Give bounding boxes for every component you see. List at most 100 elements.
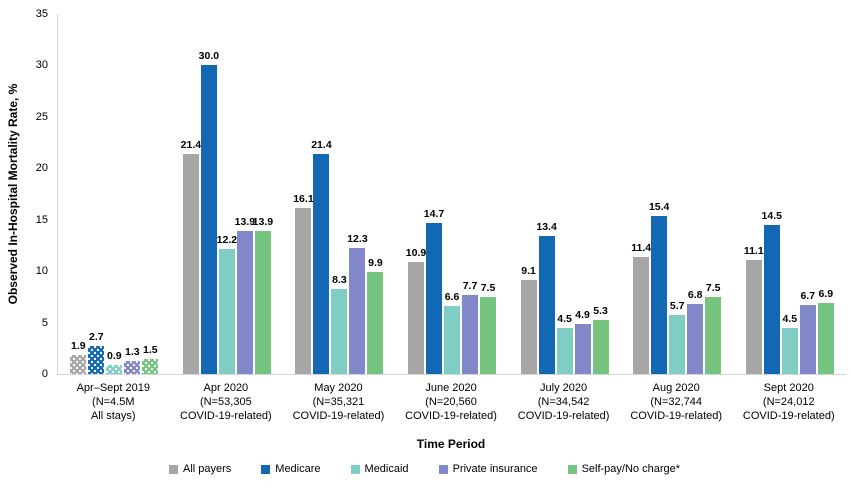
legend-label: Self-pay/No charge*: [581, 463, 681, 475]
bar-value-label: 6.9: [818, 288, 834, 300]
bar-value-label: 4.5: [557, 312, 572, 325]
legend-swatch-icon: [567, 464, 577, 474]
bar: 21.4: [311, 139, 332, 374]
bar-value-label: 0.9: [106, 349, 122, 362]
bar-value-label: 9.9: [368, 257, 383, 270]
bar: 6.7: [799, 290, 816, 374]
x-category-label: May 2020 (N=35,321 COVID-19-related): [292, 382, 385, 422]
bar: 14.5: [762, 210, 782, 374]
bar: 14.7: [424, 208, 444, 374]
bar-value-label: 4.5: [782, 312, 798, 325]
x-axis-title: Time Period: [416, 437, 486, 451]
bar: 1.9: [70, 340, 87, 374]
bar-group: 11.4 15.4 5.7 6.8 7.5: [621, 14, 734, 374]
bar: 7.7: [462, 280, 479, 374]
bar: 15.4: [649, 201, 669, 374]
legend-item: Medicare: [261, 463, 321, 475]
bar-value-label: 1.9: [70, 339, 86, 352]
bar-value-label: 13.9: [234, 216, 256, 228]
bar-value-label: 6.6: [444, 291, 460, 304]
bar: 21.4: [181, 139, 201, 374]
bar: 1.3: [124, 346, 141, 374]
bar-group: 9.1 13.4 4.5 4.9 5.3: [508, 14, 621, 374]
legend-label: Medicare: [275, 463, 321, 475]
bar-group: 16.1 21.4 8.3 12.3 9.9: [283, 14, 396, 374]
bar: 11.4: [631, 242, 651, 374]
legend: All payers Medicare Medicaid Private insura…: [0, 463, 849, 475]
bar-group: 21.4 30.0 12.2 13.9 13.9: [171, 14, 284, 374]
legend-swatch-icon: [350, 464, 360, 474]
bar-value-label: 1.5: [142, 343, 158, 356]
bar-value-label: 7.5: [480, 281, 496, 294]
y-tick-label: 5: [41, 316, 48, 329]
bar: 9.1: [520, 265, 537, 374]
legend-item: All payers: [168, 463, 232, 475]
bar-value-label: 5.7: [669, 300, 685, 313]
bar-value-label: 4.9: [575, 308, 590, 321]
bar-value-label: 1.3: [124, 345, 140, 358]
bar: 6.6: [444, 291, 461, 374]
bar-value-label: 12.2: [216, 233, 238, 246]
x-category-label: Apr–Sept 2019 (N=4.5M All stays): [76, 382, 150, 422]
bar-group: 11.1 14.5 4.5 6.7 6.9: [733, 14, 846, 374]
legend-item: Medicaid: [350, 463, 409, 475]
bar: 0.9: [106, 350, 123, 374]
bar-value-label: 10.9: [405, 246, 427, 259]
bar-value-label: 15.4: [648, 200, 670, 213]
bar-group: 1.9 2.7 0.9 1.3 1.5: [58, 14, 171, 374]
y-tick-label: 0: [41, 368, 48, 380]
legend-label: Medicaid: [364, 463, 409, 475]
bar: 7.5: [480, 282, 497, 374]
bar: 8.3: [331, 274, 348, 374]
y-tick-label: 20: [35, 162, 48, 175]
bar: 5.7: [669, 300, 686, 374]
bar: 5.3: [592, 305, 609, 374]
bar-value-label: 14.7: [423, 207, 445, 220]
bar-value-label: 21.4: [311, 138, 332, 151]
bar: 4.5: [556, 313, 573, 374]
bar: 11.1: [744, 245, 764, 374]
bar: 12.2: [217, 234, 237, 374]
bar: 1.5: [142, 344, 159, 374]
bar: 13.9: [253, 216, 273, 374]
y-tick-label: 35: [35, 8, 48, 20]
bar-value-label: 2.7: [88, 331, 104, 344]
bar-value-label: 5.3: [593, 304, 608, 317]
bar: 9.9: [367, 257, 384, 374]
bar: 12.3: [347, 233, 368, 374]
legend-swatch-icon: [438, 464, 448, 474]
bar-value-label: 7.7: [462, 279, 478, 292]
bar-value-label: 12.3: [347, 232, 368, 245]
plot-area: 1.9 2.7 0.9 1.3 1.5 21.4 30.0 12.2 13.9 13.9 16.1 2…: [57, 14, 846, 375]
bar: 16.1: [293, 193, 314, 374]
x-category-label: Sept 2020 (N=24,012 COVID-19-related): [742, 382, 835, 422]
y-tick-label: 30: [35, 59, 48, 72]
bar: 4.9: [574, 309, 591, 374]
bar-group: 10.9 14.7 6.6 7.7 7.5: [396, 14, 509, 374]
bar: 7.5: [705, 282, 722, 374]
bar-value-label: 11.1: [743, 244, 764, 257]
y-tick-label: 15: [35, 213, 48, 226]
bar-value-label: 14.5: [761, 209, 782, 222]
bar: 6.8: [687, 289, 704, 374]
bar: 2.7: [88, 331, 105, 374]
bar-value-label: 8.3: [332, 273, 347, 286]
legend-swatch-icon: [261, 464, 271, 474]
x-category-label: Aug 2020 (N=32,744 COVID-19-related): [630, 382, 723, 422]
bar: 13.9: [235, 216, 255, 374]
bar: 4.5: [781, 313, 798, 374]
legend-item: Self-pay/No charge*: [567, 463, 681, 475]
x-axis-labels: Apr–Sept 2019 (N=4.5M All stays) Apr 2020 (N…: [57, 381, 845, 423]
legend-swatch-icon: [168, 464, 178, 474]
bar: 30.0: [199, 50, 219, 374]
bar-value-label: 9.1: [521, 265, 536, 278]
legend-item: Private insurance: [438, 463, 538, 475]
bar-value-label: 21.4: [180, 138, 202, 151]
x-category-label: July 2020 (N=34,542 COVID-19-related): [517, 382, 610, 422]
x-category-label: Apr 2020 (N=53,305 COVID-19-related): [180, 382, 272, 422]
y-tick-label: 10: [35, 265, 48, 278]
x-category-label: June 2020 (N=20,560 COVID-19-related): [405, 382, 497, 422]
bar: 10.9: [406, 247, 426, 374]
legend-label: All payers: [182, 463, 232, 475]
